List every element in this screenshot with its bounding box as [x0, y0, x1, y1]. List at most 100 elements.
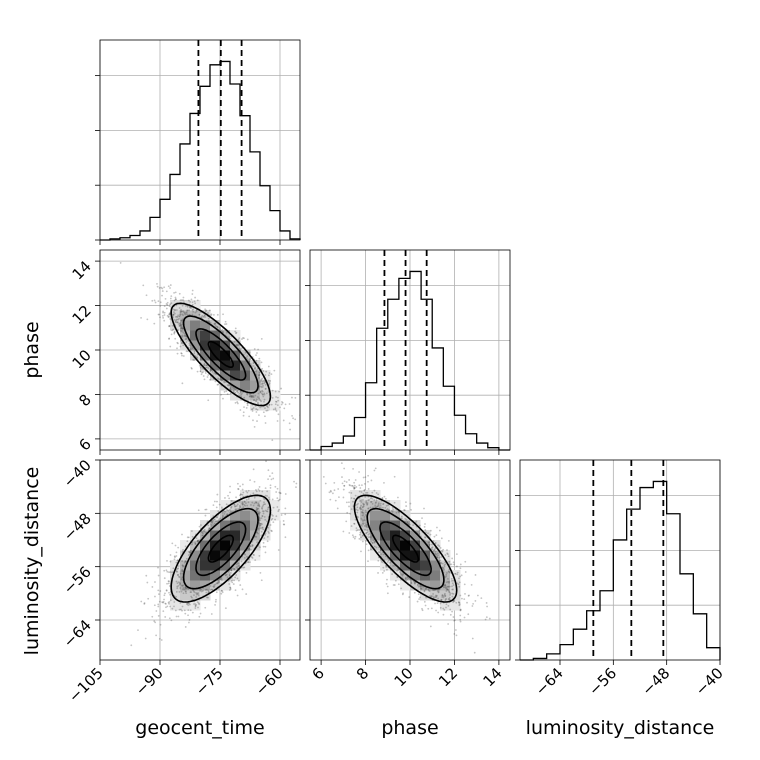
joint-geocent-time-phase-sample-point: [176, 316, 179, 318]
joint-geocent-time-phase-sample-point: [238, 347, 241, 350]
joint-geocent-time-phase-sample-point: [199, 370, 202, 373]
joint-geocent-time-luminosity-distance-contour-3: [182, 507, 259, 590]
joint-geocent-time-phase-sample-point: [271, 396, 274, 399]
joint-geocent-time-phase-sample-point: [183, 312, 186, 315]
joint-geocent-time-phase-density-cell: [250, 360, 261, 371]
joint-geocent-time-luminosity-distance-sample-point: [219, 578, 222, 580]
joint-geocent-time-phase-sample-point: [262, 411, 265, 414]
joint-phase-luminosity-distance-sample-point: [410, 582, 413, 584]
joint-geocent-time-phase-sample-point: [229, 386, 232, 389]
joint-geocent-time-phase-sample-point: [266, 409, 269, 412]
joint-geocent-time-luminosity-distance-sample-point: [264, 545, 267, 548]
joint-geocent-time-luminosity-distance-sample-point: [239, 494, 241, 497]
joint-geocent-time-luminosity-distance-sample-point: [221, 516, 224, 519]
joint-geocent-time-phase-sample-point: [276, 420, 279, 422]
joint-phase-luminosity-distance-sample-point: [486, 605, 488, 608]
joint-phase-luminosity-distance-sample-point: [352, 468, 354, 470]
joint-geocent-time-luminosity-distance-sample-point: [237, 562, 240, 565]
joint-phase-luminosity-distance-sample-point: [377, 551, 380, 553]
joint-geocent-time-phase-density-cell: [240, 360, 251, 371]
joint-geocent-time-phase-ytick-label: 8: [75, 391, 94, 410]
joint-phase-luminosity-distance-density-cell: [380, 550, 391, 561]
joint-phase-luminosity-distance-density-cell: [430, 550, 441, 561]
joint-geocent-time-luminosity-distance-sample-point: [169, 554, 172, 556]
joint-phase-luminosity-distance-sample-point: [337, 488, 340, 490]
joint-geocent-time-phase-sample-point: [275, 400, 278, 403]
joint-geocent-time-luminosity-distance-sample-point: [181, 585, 184, 587]
joint-phase-luminosity-distance-sample-point: [360, 499, 363, 501]
joint-geocent-time-phase-sample-point: [260, 385, 262, 388]
joint-geocent-time-phase-sample-point: [211, 371, 214, 373]
joint-geocent-time-phase-sample-point: [185, 350, 188, 353]
joint-geocent-time-phase-sample-point: [240, 393, 243, 396]
joint-phase-luminosity-distance-sample-point: [406, 521, 409, 524]
joint-geocent-time-phase-sample-point: [186, 306, 189, 308]
joint-geocent-time-phase-sample-point: [264, 422, 267, 424]
joint-geocent-time-phase-sample-point: [164, 297, 167, 300]
joint-phase-luminosity-distance-sample-point: [382, 503, 384, 506]
joint-geocent-time-phase-sample-point: [165, 303, 168, 305]
joint-geocent-time-luminosity-distance-sample-point: [169, 571, 172, 573]
joint-geocent-time-phase-sample-point: [184, 334, 187, 337]
joint-geocent-time-luminosity-distance-sample-point: [239, 485, 242, 488]
joint-geocent-time-luminosity-distance-density-cell: [210, 570, 221, 581]
joint-phase-luminosity-distance-sample-point: [367, 536, 370, 539]
joint-geocent-time-luminosity-distance-sample-point: [162, 600, 165, 603]
joint-phase-luminosity-distance-sample-point: [423, 525, 426, 528]
joint-phase-luminosity-distance-sample-point: [354, 494, 357, 497]
joint-geocent-time-phase-sample-point: [257, 392, 260, 395]
joint-geocent-time-phase-sample-point: [153, 322, 156, 325]
joint-phase-luminosity-distance-sample-point: [371, 502, 374, 505]
joint-geocent-time-luminosity-distance-sample-point: [268, 498, 271, 501]
joint-geocent-time-phase-sample-point: [176, 352, 179, 355]
joint-phase-luminosity-distance-sample-point: [419, 596, 421, 599]
joint-phase-luminosity-distance-sample-point: [467, 613, 470, 616]
joint-geocent-time-phase-sample-point: [169, 297, 172, 300]
joint-geocent-time-phase-sample-point: [246, 402, 249, 405]
joint-geocent-time-luminosity-distance-sample-point: [254, 559, 257, 562]
joint-phase-luminosity-distance-sample-point: [355, 508, 358, 511]
joint-geocent-time-luminosity-distance-sample-point: [177, 546, 180, 549]
joint-geocent-time-luminosity-distance-sample-point: [195, 596, 198, 598]
joint-geocent-time-phase-sample-point: [191, 347, 194, 349]
joint-geocent-time-phase-sample-point: [180, 330, 183, 333]
joint-geocent-time-luminosity-distance-sample-point: [276, 487, 279, 490]
joint-geocent-time-phase-sample-point: [282, 419, 285, 422]
joint-geocent-time-phase-sample-point: [272, 408, 275, 411]
joint-geocent-time-luminosity-distance-sample-point: [177, 581, 180, 584]
joint-geocent-time-phase-sample-point: [225, 331, 228, 334]
joint-phase-luminosity-distance-sample-point: [413, 591, 416, 594]
joint-phase-luminosity-distance-sample-point: [361, 518, 363, 521]
joint-phase-luminosity-distance-sample-point: [379, 549, 382, 552]
joint-geocent-time-phase-sample-point: [256, 408, 259, 411]
joint-geocent-time-luminosity-distance-sample-point: [233, 579, 235, 582]
joint-geocent-time-phase-sample-point: [216, 313, 219, 316]
joint-geocent-time-phase-density-cell: [270, 390, 281, 401]
joint-geocent-time-luminosity-distance-sample-point: [207, 596, 209, 599]
joint-phase-luminosity-distance-sample-point: [464, 571, 467, 573]
joint-geocent-time-phase-sample-point: [258, 371, 261, 374]
joint-phase-luminosity-distance-sample-point: [443, 592, 446, 595]
joint-geocent-time-luminosity-distance-sample-point: [159, 590, 162, 592]
joint-phase-luminosity-distance-sample-point: [350, 492, 353, 494]
joint-geocent-time-phase-sample-point: [235, 331, 238, 334]
joint-geocent-time-luminosity-distance-sample-point: [158, 593, 160, 596]
joint-geocent-time-luminosity-distance-sample-point: [256, 541, 259, 544]
joint-geocent-time-luminosity-distance-sample-point: [178, 591, 181, 593]
joint-geocent-time-phase-sample-point: [250, 395, 253, 398]
joint-phase-luminosity-distance-sample-point: [353, 522, 356, 525]
joint-geocent-time-phase-sample-point: [223, 380, 225, 383]
joint-geocent-time-luminosity-distance-sample-point: [264, 532, 267, 535]
joint-geocent-time-luminosity-distance-sample-point: [228, 509, 231, 511]
joint-phase-luminosity-distance-sample-point: [408, 596, 411, 598]
joint-geocent-time-luminosity-distance-sample-point: [230, 569, 233, 572]
joint-geocent-time-phase-sample-point: [178, 307, 181, 309]
joint-phase-luminosity-distance-sample-point: [440, 598, 443, 601]
joint-geocent-time-luminosity-distance-sample-point: [255, 531, 258, 534]
joint-geocent-time-phase-sample-point: [200, 373, 203, 376]
joint-geocent-time-luminosity-distance-sample-point: [244, 504, 247, 507]
joint-phase-luminosity-distance-sample-point: [397, 583, 400, 586]
joint-geocent-time-phase-sample-point: [273, 369, 276, 372]
joint-geocent-time-phase-density-cell: [210, 340, 221, 351]
joint-geocent-time-luminosity-distance-sample-point: [271, 472, 274, 475]
